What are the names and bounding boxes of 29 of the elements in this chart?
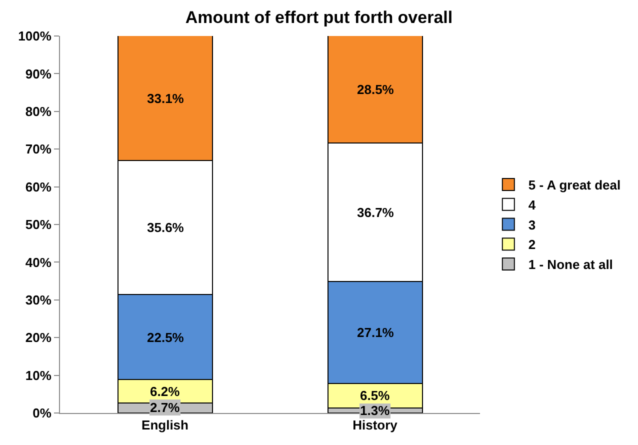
y-tick-label: 50% [25, 217, 52, 232]
legend-label: 1 - None at all [528, 257, 613, 272]
y-tick-label: 10% [25, 368, 52, 383]
legend-label: 2 [528, 237, 536, 252]
data-label: 22.5% [147, 330, 184, 345]
x-tick-label: History [352, 418, 398, 433]
y-tick-label: 40% [25, 254, 52, 270]
legend-label: 4 [528, 197, 536, 212]
data-label: 6.5% [360, 388, 390, 403]
y-tick-label: 0% [32, 406, 52, 421]
y-tick-label: 100% [18, 28, 52, 44]
y-tick-label: 70% [25, 142, 52, 157]
data-label: 1.3% [360, 403, 390, 418]
legend-label: 5 - A great deal [528, 178, 621, 193]
data-label: 36.7% [357, 205, 394, 220]
x-tick-label: English [142, 418, 189, 433]
y-tick-label: 90% [25, 66, 52, 82]
data-label: 2.7% [150, 400, 180, 415]
chart-title: Amount of effort put forth overall [185, 8, 453, 28]
y-tick-label: 30% [25, 292, 52, 308]
data-label: 28.5% [357, 82, 394, 97]
data-label: 6.2% [150, 384, 180, 399]
y-tick-label: 20% [25, 330, 52, 346]
data-label: 35.6% [147, 220, 184, 235]
data-label: 27.1% [357, 325, 394, 340]
y-tick-label: 60% [25, 179, 52, 194]
legend-label: 3 [528, 217, 536, 232]
data-label: 33.1% [147, 91, 184, 106]
y-tick-label: 80% [25, 104, 52, 119]
